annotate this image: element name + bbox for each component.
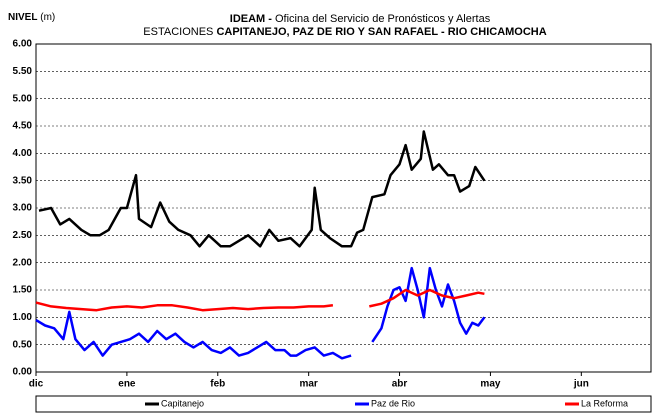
y-tick-label: 2.50	[13, 230, 33, 241]
y-tick-label: 0.50	[13, 339, 33, 350]
legend-label: Paz de Rio	[371, 398, 415, 408]
y-tick-label: 5.00	[13, 93, 33, 104]
y-tick-label: 3.00	[13, 203, 33, 214]
plot-frame	[35, 43, 652, 373]
x-tick-label: abr	[392, 379, 408, 390]
x-tick-label: feb	[210, 379, 225, 390]
x-tick-label: ene	[118, 379, 136, 390]
x-tick-label: mar	[299, 379, 317, 390]
y-tick-label: 4.50	[13, 121, 33, 132]
chart-title: IDEAM - Oficina del Servicio de Pronósti…	[230, 13, 491, 25]
chart-subtitle: ESTACIONES CAPITANEJO, PAZ DE RIO Y SAN …	[143, 26, 546, 38]
y-label: NIVEL	[8, 12, 37, 23]
y-tick-label: 1.00	[13, 312, 33, 323]
title-text: Oficina del Servicio de Pronósticos y Al…	[275, 13, 491, 25]
y-tick-label: 4.00	[13, 148, 33, 159]
y-unit: (m)	[40, 12, 55, 23]
series-line	[38, 130, 486, 248]
subtitle-text: CAPITANEJO, PAZ DE RIO Y SAN RAFAEL - RI…	[216, 26, 546, 38]
series-line	[35, 266, 486, 360]
x-tick-label: may	[480, 379, 500, 390]
y-tick-label: 0.00	[13, 367, 33, 378]
y-tick-label: 2.00	[13, 257, 33, 268]
x-tick-label: jun	[573, 379, 589, 390]
legend-label: Capitanejo	[161, 398, 204, 408]
y-tick-label: 1.50	[13, 285, 33, 296]
y-tick-label: 6.00	[13, 39, 33, 50]
legend-box	[35, 395, 652, 413]
title-lead: IDEAM -	[230, 13, 273, 25]
series-line	[35, 288, 485, 312]
legend-label: La Reforma	[581, 398, 628, 408]
subtitle-lead: ESTACIONES	[143, 26, 213, 38]
y-tick-label: 5.50	[13, 66, 33, 77]
y-axis-label: NIVEL (m)	[8, 12, 55, 23]
y-tick-label: 3.50	[13, 175, 33, 186]
x-tick-label: dic	[29, 379, 44, 390]
